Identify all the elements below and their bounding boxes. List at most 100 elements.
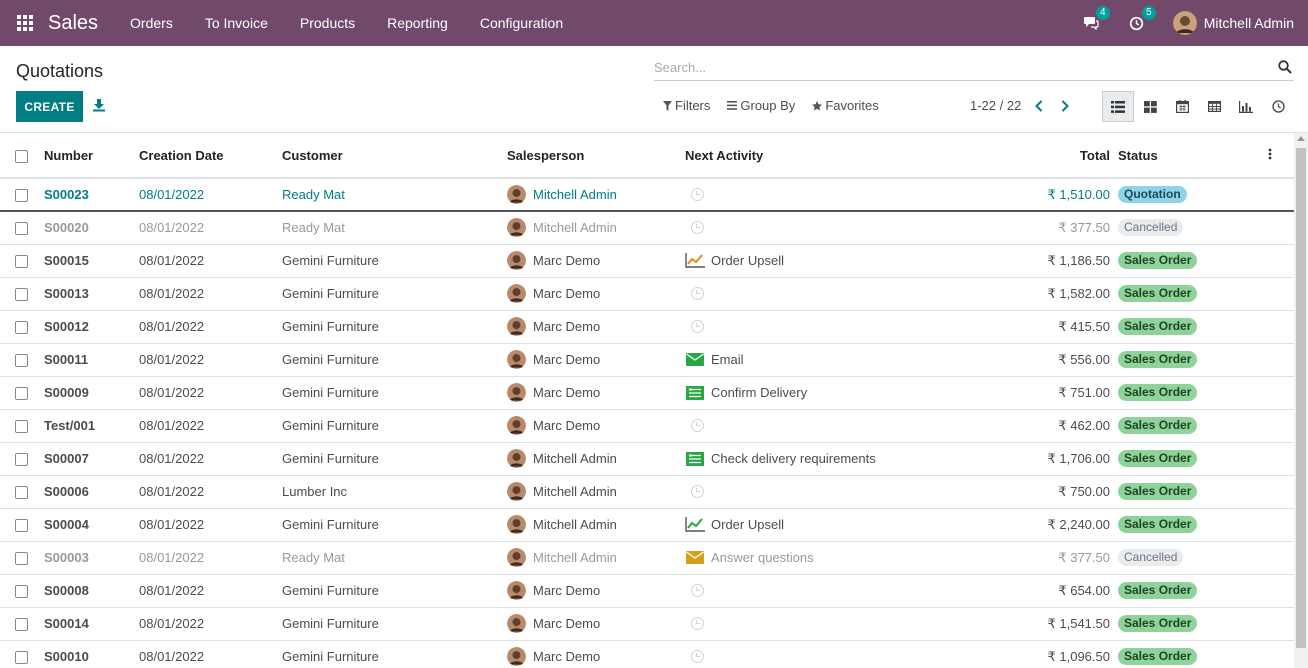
cell-customer[interactable]: Lumber Inc <box>282 474 507 508</box>
table-row[interactable]: S00015 08/01/2022 Gemini Furniture Marc Dem… <box>0 243 1294 277</box>
clock-icon[interactable] <box>690 584 704 597</box>
clock-icon[interactable] <box>690 650 704 664</box>
cell-customer[interactable]: Gemini Furniture <box>282 342 507 376</box>
table-row[interactable]: S00003 08/01/2022 Ready Mat Mitchell Admin A… <box>0 540 1294 574</box>
cell-customer[interactable]: Gemini Furniture <box>282 408 507 442</box>
cell-number[interactable]: S00013 <box>44 276 139 310</box>
cell-customer[interactable]: Gemini Furniture <box>282 606 507 640</box>
table-row[interactable]: S00023 08/01/2022 Ready Mat Mitchell Admin ₹… <box>0 177 1294 212</box>
cell-status[interactable]: Sales Order <box>1118 474 1268 508</box>
table-row[interactable]: S00014 08/01/2022 Gemini Furniture Marc Dem… <box>0 606 1294 640</box>
cell-total[interactable]: ₹ 750.00 <box>915 474 1118 508</box>
cell-customer[interactable]: Ready Mat <box>282 540 507 574</box>
cell-number[interactable]: Test/001 <box>44 408 139 442</box>
activity-icon-wrap[interactable] <box>685 484 705 500</box>
cell-salesperson[interactable]: Marc Demo <box>507 276 685 310</box>
app-brand[interactable]: Sales <box>48 11 99 34</box>
activity-icon-wrap[interactable] <box>685 352 705 368</box>
cell-creation-date[interactable]: 08/01/2022 <box>139 606 282 640</box>
cell-status[interactable]: Sales Order <box>1118 639 1268 668</box>
clock-icon[interactable] <box>690 188 704 201</box>
activity-icon-wrap[interactable] <box>685 319 705 335</box>
activity-icon-wrap[interactable] <box>685 550 705 566</box>
row-checkbox[interactable] <box>15 651 28 665</box>
cell-status[interactable]: Sales Order <box>1118 243 1268 277</box>
activity-icon-wrap[interactable] <box>685 187 705 203</box>
activity-icon-wrap[interactable] <box>685 286 705 302</box>
activity-icon-wrap[interactable] <box>685 517 705 533</box>
cell-status[interactable]: Sales Order <box>1118 507 1268 541</box>
table-row[interactable]: S00004 08/01/2022 Gemini Furniture Mitchell… <box>0 507 1294 541</box>
cell-status[interactable]: Sales Order <box>1118 408 1268 442</box>
menu-to-invoice[interactable]: To Invoice <box>204 15 268 31</box>
cell-creation-date[interactable]: 08/01/2022 <box>139 177 282 212</box>
cell-total[interactable]: ₹ 1,510.00 <box>915 177 1118 212</box>
cell-next-activity[interactable] <box>685 309 915 343</box>
cell-status[interactable]: Sales Order <box>1118 606 1268 640</box>
cell-salesperson[interactable]: Marc Demo <box>507 606 685 640</box>
row-checkbox[interactable] <box>15 420 28 434</box>
cell-total[interactable]: ₹ 462.00 <box>915 408 1118 442</box>
groupby-dropdown[interactable]: Group By <box>727 98 795 113</box>
cell-status[interactable]: Sales Order <box>1118 573 1268 607</box>
row-checkbox[interactable] <box>15 255 28 269</box>
table-row[interactable]: S00013 08/01/2022 Gemini Furniture Marc Dem… <box>0 276 1294 310</box>
header-total[interactable]: Total <box>915 133 1118 179</box>
row-checkbox[interactable] <box>15 222 28 236</box>
filters-dropdown[interactable]: Filters <box>663 98 710 113</box>
cell-creation-date[interactable]: 08/01/2022 <box>139 243 282 277</box>
cell-salesperson[interactable]: Mitchell Admin <box>507 507 685 541</box>
cell-customer[interactable]: Gemini Furniture <box>282 639 507 668</box>
activity-icon-wrap[interactable] <box>685 418 705 434</box>
calendar-view-button[interactable] <box>1166 91 1198 122</box>
activity-icon-wrap[interactable] <box>685 220 705 236</box>
select-all-checkbox[interactable] <box>15 149 28 163</box>
cell-status[interactable]: Sales Order <box>1118 375 1268 409</box>
cell-creation-date[interactable]: 08/01/2022 <box>139 408 282 442</box>
cell-status[interactable]: Cancelled <box>1118 210 1268 244</box>
cell-salesperson[interactable]: Marc Demo <box>507 309 685 343</box>
cell-creation-date[interactable]: 08/01/2022 <box>139 507 282 541</box>
cell-customer[interactable]: Gemini Furniture <box>282 573 507 607</box>
cell-number[interactable]: S00008 <box>44 573 139 607</box>
cell-creation-date[interactable]: 08/01/2022 <box>139 276 282 310</box>
cell-number[interactable]: S00014 <box>44 606 139 640</box>
scroll-up-arrow[interactable] <box>1297 136 1305 141</box>
cell-number[interactable]: S00020 <box>44 210 139 244</box>
cell-next-activity[interactable] <box>685 408 915 442</box>
cell-creation-date[interactable]: 08/01/2022 <box>139 375 282 409</box>
cell-number[interactable]: S00003 <box>44 540 139 574</box>
cell-status[interactable]: Sales Order <box>1118 276 1268 310</box>
cell-number[interactable]: S00007 <box>44 441 139 475</box>
cell-next-activity[interactable] <box>685 606 915 640</box>
cell-next-activity[interactable]: Answer questions <box>685 540 915 574</box>
row-checkbox[interactable] <box>15 387 28 401</box>
menu-configuration[interactable]: Configuration <box>479 15 564 31</box>
table-row[interactable]: S00008 08/01/2022 Gemini Furniture Marc Dem… <box>0 573 1294 607</box>
vertical-scrollbar[interactable] <box>1294 133 1308 668</box>
cell-status[interactable]: Quotation <box>1118 177 1268 212</box>
row-checkbox[interactable] <box>15 618 28 632</box>
cell-total[interactable]: ₹ 1,541.50 <box>915 606 1118 640</box>
app-menu-icon[interactable] <box>16 14 34 32</box>
table-row[interactable]: S00007 08/01/2022 Gemini Furniture Mitchell… <box>0 441 1294 475</box>
cell-total[interactable]: ₹ 1,096.50 <box>915 639 1118 668</box>
cell-salesperson[interactable]: Mitchell Admin <box>507 177 685 212</box>
clock-icon[interactable] <box>690 221 704 235</box>
table-row[interactable]: S00006 08/01/2022 Lumber Inc Mitchell Admin… <box>0 474 1294 508</box>
table-row[interactable]: S00010 08/01/2022 Gemini Furniture Marc Dem… <box>0 639 1294 668</box>
cell-customer[interactable]: Ready Mat <box>282 177 507 212</box>
activity-icon-wrap[interactable] <box>685 253 705 269</box>
search-icon[interactable] <box>1278 60 1292 74</box>
cell-total[interactable]: ₹ 2,240.00 <box>915 507 1118 541</box>
pivot-view-button[interactable] <box>1198 91 1230 122</box>
cell-creation-date[interactable]: 08/01/2022 <box>139 573 282 607</box>
cell-creation-date[interactable]: 08/01/2022 <box>139 342 282 376</box>
menu-reporting[interactable]: Reporting <box>387 15 448 31</box>
clock-icon[interactable] <box>690 419 704 432</box>
cell-salesperson[interactable]: Marc Demo <box>507 243 685 277</box>
cell-salesperson[interactable]: Mitchell Admin <box>507 210 685 244</box>
download-icon[interactable] <box>92 98 106 112</box>
cell-status[interactable]: Cancelled <box>1118 540 1268 574</box>
row-checkbox[interactable] <box>15 486 28 500</box>
